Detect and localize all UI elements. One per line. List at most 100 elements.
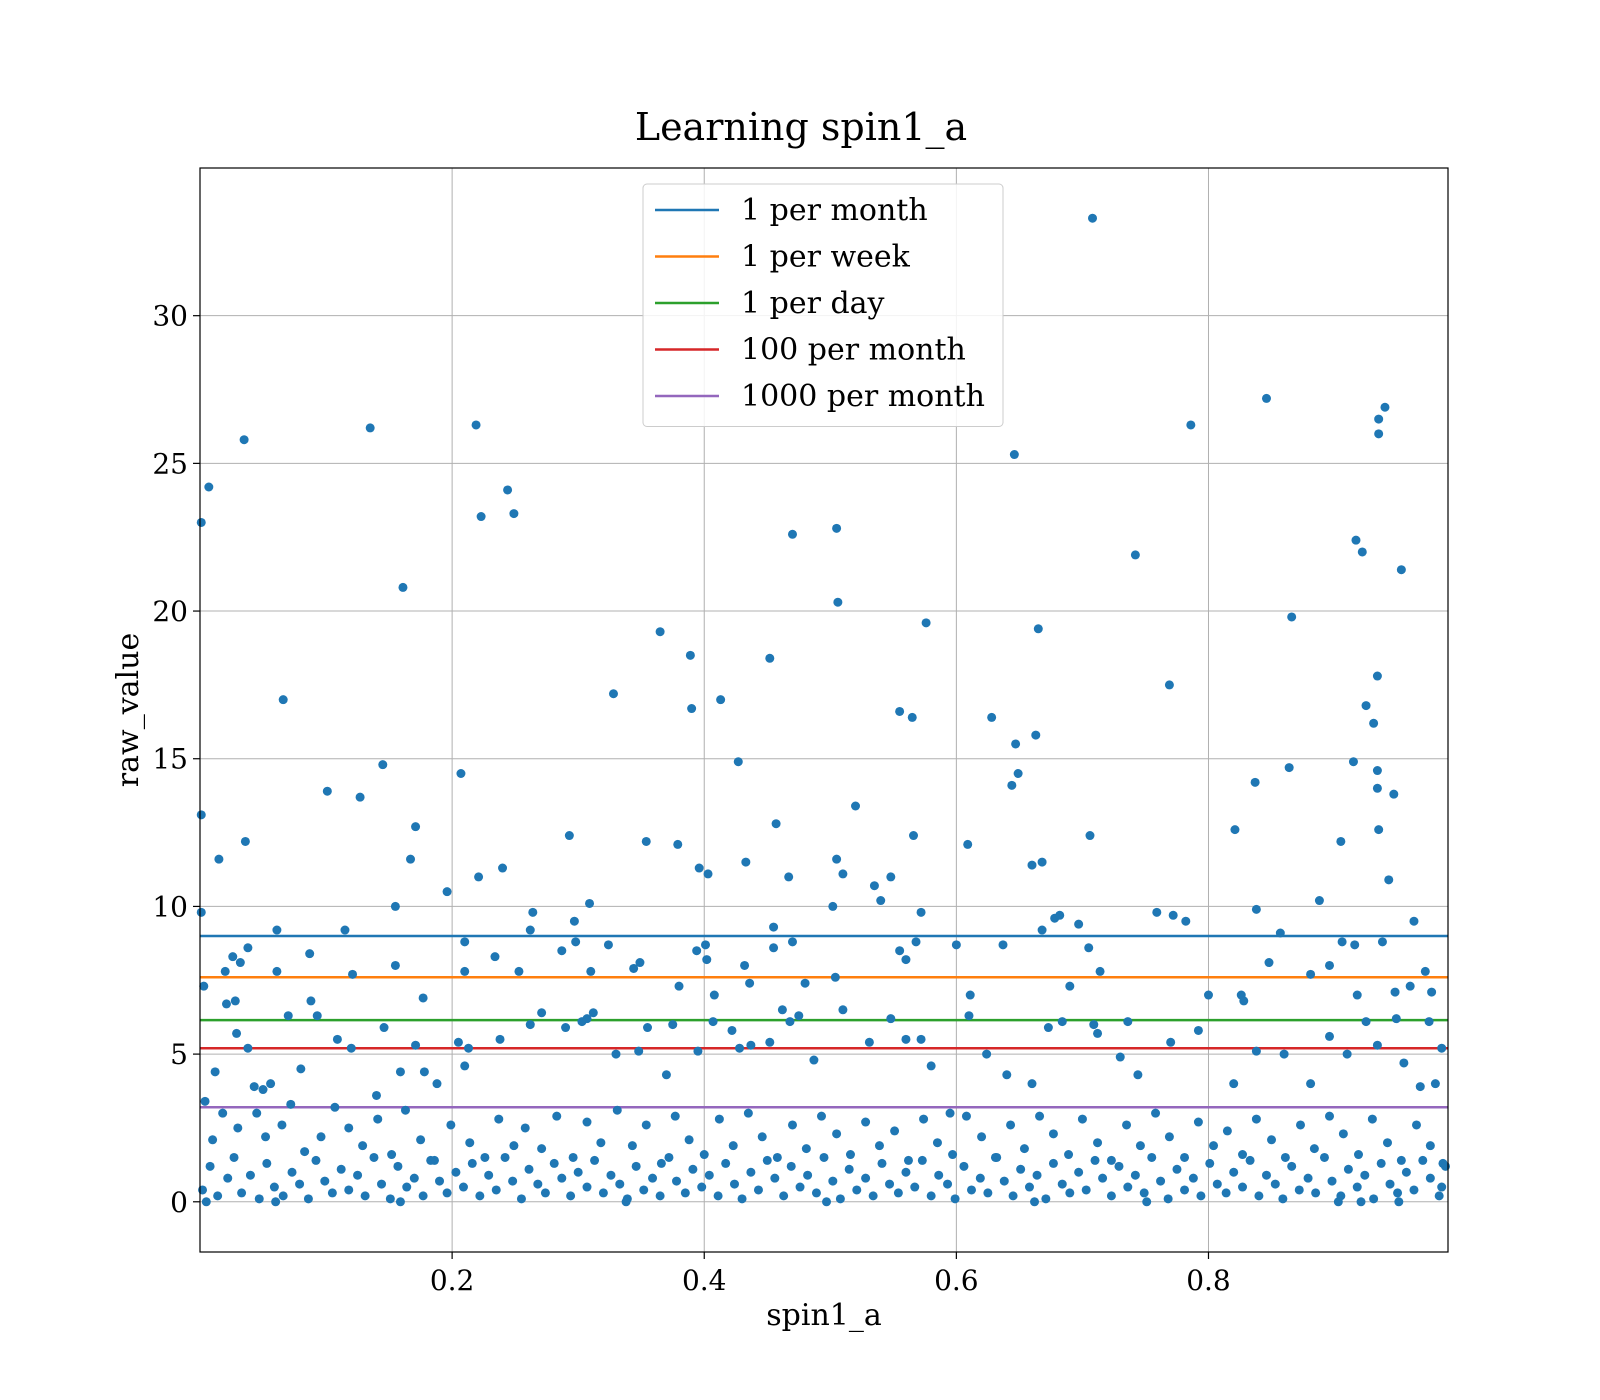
scatter-point bbox=[1230, 825, 1240, 835]
scatter-point bbox=[1212, 1179, 1222, 1189]
scatter-point bbox=[921, 618, 931, 628]
scatter-point bbox=[582, 1117, 592, 1127]
x-tick-label: 0.4 bbox=[682, 1264, 727, 1297]
scatter-point bbox=[598, 1188, 608, 1198]
scatter-point bbox=[460, 1061, 470, 1071]
scatter-point bbox=[1205, 1158, 1215, 1168]
scatter-point bbox=[916, 907, 926, 917]
scatter-point bbox=[603, 940, 613, 950]
scatter-point bbox=[402, 1182, 412, 1192]
scatter-point bbox=[201, 1197, 211, 1207]
scatter-point bbox=[963, 839, 973, 849]
scatter-point bbox=[277, 1120, 287, 1130]
scatter-point bbox=[828, 1176, 838, 1186]
scatter-point bbox=[1090, 1155, 1100, 1165]
data-points bbox=[196, 213, 1450, 1207]
scatter-point bbox=[1115, 1052, 1125, 1062]
scatter-point bbox=[348, 969, 358, 979]
scatter-point bbox=[1084, 943, 1094, 953]
scatter-point bbox=[987, 712, 997, 722]
scatter-point bbox=[528, 907, 538, 917]
scatter-point bbox=[901, 1167, 911, 1177]
scatter-point bbox=[490, 952, 500, 962]
scatter-point bbox=[1411, 1120, 1421, 1130]
scatter-point bbox=[901, 955, 911, 965]
scatter-point bbox=[1437, 1043, 1447, 1053]
scatter-point bbox=[959, 1161, 969, 1171]
scatter-point bbox=[1095, 966, 1105, 976]
scatter-point bbox=[694, 863, 704, 873]
y-axis-label: raw_value bbox=[111, 633, 146, 787]
x-tick-label: 0.8 bbox=[1186, 1264, 1231, 1297]
scatter-point bbox=[232, 1028, 242, 1038]
scatter-point bbox=[1186, 420, 1196, 430]
scatter-point bbox=[1338, 1129, 1348, 1139]
scatter-point bbox=[1043, 1023, 1053, 1033]
scatter-point bbox=[221, 999, 231, 1009]
scatter-point bbox=[903, 1155, 913, 1165]
scatter-point bbox=[573, 1167, 583, 1177]
y-tick-label: 10 bbox=[152, 890, 188, 923]
scatter-point bbox=[869, 881, 879, 891]
scatter-point bbox=[1019, 1144, 1029, 1154]
scatter-point bbox=[800, 978, 810, 988]
scatter-point bbox=[832, 523, 842, 533]
scatter-point bbox=[537, 1008, 547, 1018]
scatter-point bbox=[714, 1114, 724, 1124]
scatter-point bbox=[456, 769, 466, 779]
scatter-point bbox=[917, 1155, 927, 1165]
scatter-point bbox=[1325, 1031, 1335, 1041]
scatter-point bbox=[509, 509, 519, 519]
scatter-point bbox=[1385, 1179, 1395, 1189]
scatter-point bbox=[467, 1158, 477, 1168]
scatter-point bbox=[1306, 969, 1316, 979]
scatter-point bbox=[346, 1043, 356, 1053]
scatter-point bbox=[845, 1150, 855, 1160]
scatter-point bbox=[1135, 1141, 1145, 1151]
scatter-point bbox=[673, 839, 683, 849]
scatter-point bbox=[286, 1099, 296, 1109]
scatter-point bbox=[885, 1179, 895, 1189]
scatter-point bbox=[1009, 450, 1019, 460]
scatter-point bbox=[1261, 1170, 1271, 1180]
scatter-point bbox=[395, 1197, 405, 1207]
scatter-point bbox=[514, 966, 524, 976]
scatter-point bbox=[327, 1188, 337, 1198]
legend-label: 1 per month bbox=[741, 193, 928, 228]
scatter-point bbox=[688, 1164, 698, 1174]
scatter-point bbox=[893, 1188, 903, 1198]
scatter-point bbox=[1382, 1138, 1392, 1148]
scatter-point bbox=[1353, 1150, 1363, 1160]
scatter-point bbox=[1011, 739, 1021, 749]
scatter-point bbox=[230, 996, 240, 1006]
scatter-point bbox=[934, 1170, 944, 1180]
scatter-point bbox=[344, 1123, 354, 1133]
scatter-point bbox=[753, 1185, 763, 1195]
scatter-point bbox=[999, 1176, 1009, 1186]
scatter-point bbox=[229, 1152, 239, 1162]
scatter-point bbox=[398, 582, 408, 592]
scatter-point bbox=[1074, 1167, 1084, 1177]
scatter-point bbox=[895, 946, 905, 956]
scatter-point bbox=[312, 1011, 322, 1021]
scatter-point bbox=[453, 1037, 463, 1047]
scatter-point bbox=[1163, 1194, 1173, 1204]
scatter-point bbox=[1278, 1194, 1288, 1204]
scatter-point bbox=[508, 1176, 518, 1186]
scatter-point bbox=[1006, 1120, 1016, 1130]
scatter-point bbox=[876, 896, 886, 906]
scatter-point bbox=[685, 650, 695, 660]
scatter-point bbox=[278, 695, 288, 705]
scatter-point bbox=[245, 1170, 255, 1180]
scatter-point bbox=[1377, 937, 1387, 947]
scatter-point bbox=[1098, 1173, 1108, 1183]
scatter-point bbox=[1352, 1182, 1362, 1192]
scatter-point bbox=[1048, 1129, 1058, 1139]
scatter-point bbox=[1048, 1158, 1058, 1168]
scatter-point bbox=[418, 993, 428, 1003]
scatter-point bbox=[537, 1144, 547, 1154]
scatter-point bbox=[458, 1182, 468, 1192]
scatter-point bbox=[1361, 701, 1371, 711]
scatter-point bbox=[687, 704, 697, 714]
scatter-point bbox=[1032, 1170, 1042, 1180]
